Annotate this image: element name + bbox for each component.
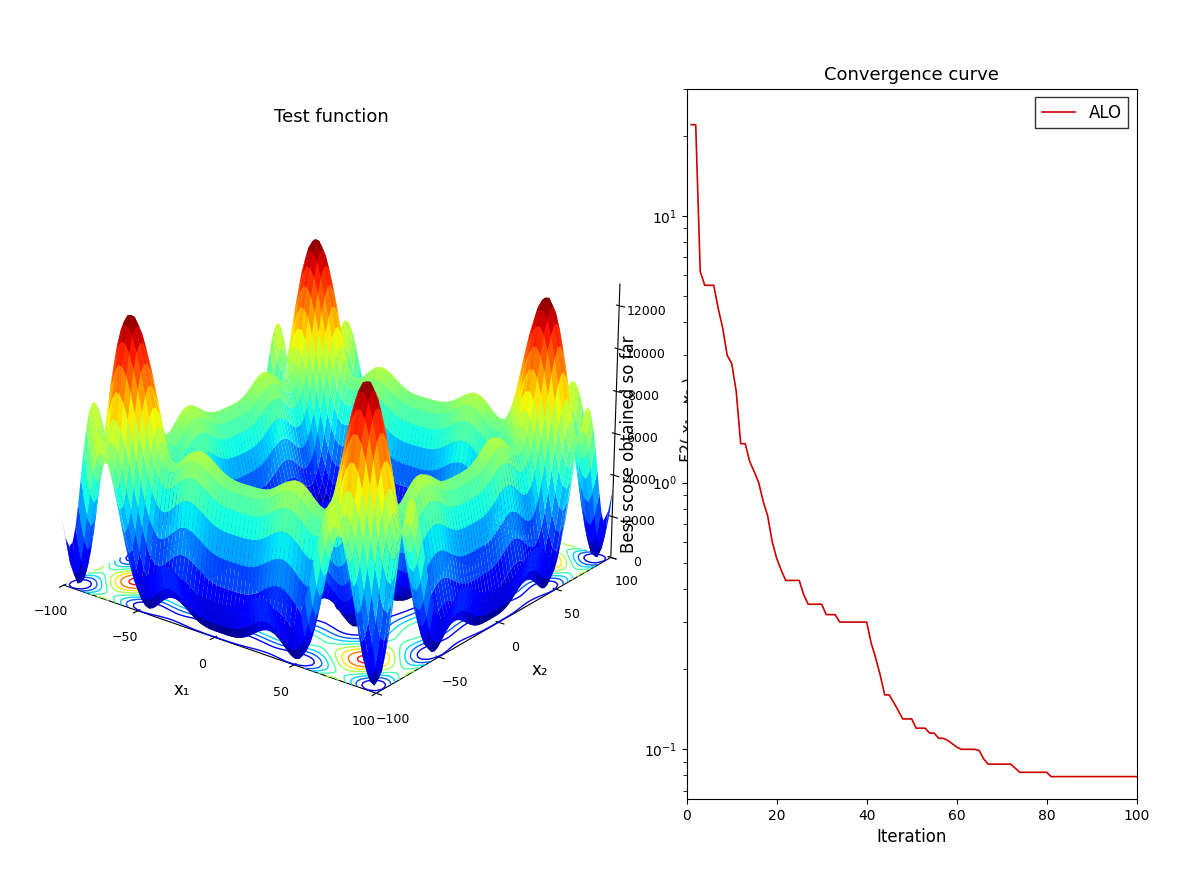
Legend: ALO: ALO	[1035, 97, 1128, 129]
Y-axis label: Best score obtained so far: Best score obtained so far	[620, 336, 638, 552]
ALO	[684, 119, 699, 130]
ALO	[950, 741, 964, 752]
Title: Convergence curve: Convergence curve	[824, 67, 999, 84]
ALO	[770, 553, 784, 564]
ALO	[1112, 772, 1126, 782]
ALO	[1130, 772, 1144, 782]
Y-axis label: x₂: x₂	[532, 662, 548, 679]
ALO	[914, 723, 928, 733]
Line: ALO: ALO	[691, 124, 1137, 777]
ALO	[1044, 772, 1058, 782]
X-axis label: x₁: x₁	[174, 681, 191, 699]
ALO	[1098, 772, 1112, 782]
ALO	[787, 575, 802, 586]
X-axis label: Iteration: Iteration	[876, 829, 947, 846]
Title: Test function: Test function	[275, 108, 388, 126]
